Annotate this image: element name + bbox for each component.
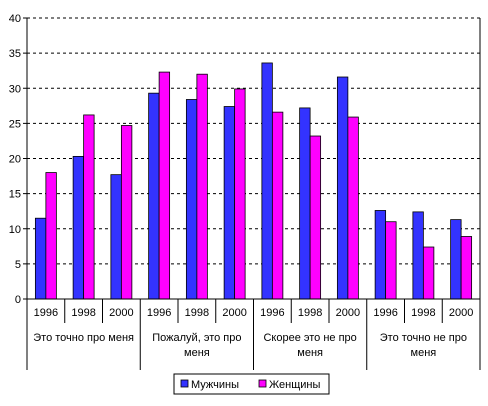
bar-women bbox=[271, 111, 284, 300]
year-tick-label: 2000 bbox=[222, 307, 246, 319]
year-tick-label: 1998 bbox=[185, 307, 209, 319]
y-axis-ticks: 0 5 10 15 20 25 30 35 40 bbox=[9, 13, 27, 306]
bar-women bbox=[347, 116, 359, 300]
group-label: меня bbox=[411, 347, 437, 359]
year-tick-label: 1998 bbox=[298, 307, 322, 319]
bar-men bbox=[223, 106, 236, 300]
bar-women bbox=[422, 246, 435, 300]
year-tick-label: 1996 bbox=[260, 307, 284, 319]
year-tick-label: 1996 bbox=[34, 307, 58, 319]
legend-swatch-women bbox=[258, 379, 267, 388]
group-label: Пожалуй, это про bbox=[152, 332, 241, 344]
bar-men bbox=[34, 217, 47, 300]
year-tick-label: 1998 bbox=[71, 307, 95, 319]
year-tick-label: 1998 bbox=[411, 307, 435, 319]
bar-women bbox=[196, 73, 208, 300]
bar-men bbox=[336, 76, 349, 300]
y-tick-label: 20 bbox=[9, 154, 21, 166]
legend-box bbox=[173, 373, 330, 395]
bar-women bbox=[83, 114, 95, 300]
group-label: Это точно не про bbox=[380, 332, 467, 344]
year-tick-label: 1996 bbox=[147, 307, 171, 319]
y-tick-label: 35 bbox=[9, 48, 21, 60]
bar-men bbox=[72, 155, 85, 300]
bar-men bbox=[148, 92, 160, 300]
x-axis-categories: 1996 1998 2000 Это точно про меня 1996 1998 20… bbox=[26, 299, 481, 370]
bar-men bbox=[374, 210, 387, 300]
y-tick-label: 25 bbox=[9, 118, 21, 130]
bar-women bbox=[309, 135, 322, 300]
bar-women bbox=[385, 221, 397, 300]
legend-swatch-men bbox=[180, 379, 189, 388]
year-tick-label: 2000 bbox=[109, 307, 133, 319]
group-label: Это точно про меня bbox=[33, 332, 134, 344]
bar-men bbox=[412, 211, 424, 300]
bar-women bbox=[120, 125, 133, 300]
y-tick-label: 30 bbox=[9, 83, 21, 95]
legend: Мужчины Женщины bbox=[173, 373, 330, 395]
bar-women bbox=[45, 172, 57, 300]
bar-men bbox=[185, 99, 198, 300]
year-tick-label: 1996 bbox=[373, 307, 397, 319]
y-tick-label: 15 bbox=[9, 189, 21, 201]
bar-men bbox=[450, 219, 462, 300]
y-tick-label: 5 bbox=[15, 259, 21, 271]
y-tick-label: 0 bbox=[15, 294, 21, 306]
y-tick-label: 10 bbox=[9, 224, 21, 236]
year-tick-label: 2000 bbox=[449, 307, 473, 319]
bar-women bbox=[158, 71, 171, 300]
year-tick-label: 2000 bbox=[336, 307, 360, 319]
bar-men bbox=[261, 62, 273, 300]
bar-men bbox=[299, 107, 311, 300]
group-label: меня bbox=[297, 347, 323, 359]
group-label: меня bbox=[184, 347, 210, 359]
y-tick-label: 40 bbox=[9, 13, 21, 25]
group-label: Скорее это не про bbox=[263, 332, 356, 344]
bar-women bbox=[460, 236, 473, 300]
bar-women bbox=[234, 88, 246, 300]
gridlines bbox=[27, 17, 480, 265]
legend-label: Женщины bbox=[269, 379, 320, 391]
bar-men bbox=[110, 174, 122, 300]
legend-label: Мужчины bbox=[191, 379, 239, 391]
